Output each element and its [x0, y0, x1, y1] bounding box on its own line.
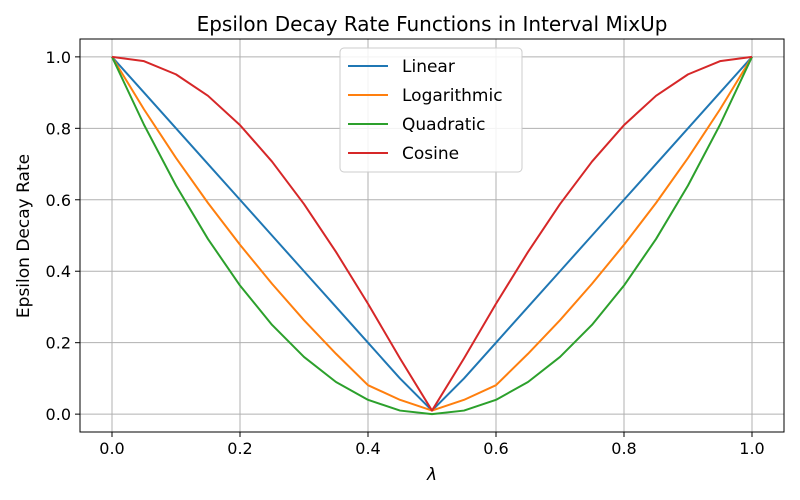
- x-tick-label: 0.8: [611, 439, 636, 458]
- legend-label-cosine: Cosine: [402, 144, 459, 164]
- legend: Linear Logarithmic Quadratic Cosine: [339, 47, 523, 173]
- legend-box: [339, 47, 523, 173]
- y-tick-label: 0.0: [46, 405, 71, 424]
- x-tick-label: 0.6: [483, 439, 508, 458]
- legend-label-logarithmic: Logarithmic: [402, 86, 503, 106]
- x-tick-label: 0.0: [99, 439, 124, 458]
- x-tick-label: 0.4: [355, 439, 380, 458]
- y-tick-label: 1.0: [46, 48, 71, 67]
- series-line-cosine: [111, 55, 753, 412]
- series-line-quadratic: [111, 56, 753, 416]
- y-tick-label: 0.4: [46, 262, 71, 281]
- plot-frame: [79, 38, 785, 433]
- y-axis-label: Epsilon Decay Rate: [14, 154, 34, 318]
- series-group: [111, 55, 753, 416]
- legend-label-linear: Linear: [402, 57, 455, 77]
- x-axis-label: λ: [426, 465, 437, 485]
- y-tick-label: 0.8: [46, 119, 71, 138]
- x-axis-ticks: 0.0 0.2 0.4 0.6 0.8 1.0: [99, 432, 765, 458]
- y-tick-label: 0.2: [46, 334, 71, 353]
- x-tick-label: 1.0: [739, 439, 764, 458]
- y-tick-label: 0.6: [46, 191, 71, 210]
- x-tick-label: 0.2: [227, 439, 252, 458]
- legend-label-quadratic: Quadratic: [402, 115, 486, 135]
- y-axis-ticks: 0.0 0.2 0.4 0.6 0.8 1.0: [46, 48, 80, 424]
- chart-title: Epsilon Decay Rate Functions in Interval…: [197, 12, 668, 36]
